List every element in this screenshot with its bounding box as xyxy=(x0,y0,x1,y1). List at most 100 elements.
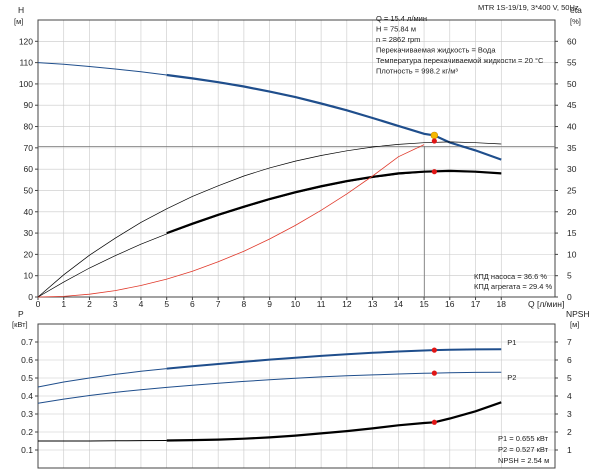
y-tick-label: 30 xyxy=(24,228,34,238)
y-axis-unit: [м] xyxy=(14,17,23,26)
series-label-p2: P2 xyxy=(507,373,516,382)
y-tick-label: 60 xyxy=(24,164,34,174)
x-tick-label: 7 xyxy=(216,299,221,309)
duty-info-line: H = 75.84 м xyxy=(376,25,416,34)
x-tick-label: 12 xyxy=(342,299,352,309)
x-tick-label: 14 xyxy=(394,299,404,309)
y-tick-label: 0.6 xyxy=(21,355,33,365)
x-axis-label: Q [л/мин] xyxy=(528,299,564,309)
upper-plot-frame xyxy=(37,19,556,298)
duty-info-line: n = 2862 rpm xyxy=(376,35,420,44)
x-tick-label: 8 xyxy=(242,299,247,309)
eta_aggr-curve xyxy=(166,169,502,235)
y-tick-label: 10 xyxy=(24,271,34,281)
duty-point-marker xyxy=(430,131,439,140)
y-tick-label: 0.5 xyxy=(21,373,33,383)
duty-info-line: Плотность = 998.2 кг/м³ xyxy=(376,67,458,76)
p1-curve-thin xyxy=(37,368,167,388)
y2-tick-label: 6 xyxy=(567,355,572,365)
npsh-axis-unit: [м] xyxy=(570,320,579,329)
lower-duty-value: P1 = 0.655 кВт xyxy=(498,434,549,443)
y2-tick-label: 7 xyxy=(567,337,572,347)
duty-info-line: Температура перекачиваемой жидкости = 20… xyxy=(376,56,544,65)
y2-tick-label: 50 xyxy=(567,79,577,89)
eta-pump-marker xyxy=(431,138,437,144)
x-tick-label: 2 xyxy=(87,299,92,309)
lower-duty-value: NPSH = 2.54 м xyxy=(498,456,549,465)
eta_unit-curve xyxy=(37,141,502,298)
y2-axis-unit: [%] xyxy=(570,17,581,26)
x-tick-label: 17 xyxy=(471,299,481,309)
y-tick-label: 40 xyxy=(24,207,34,217)
head-curve-thin xyxy=(37,62,167,76)
lower-plot-frame xyxy=(37,323,556,469)
npsh-curve-thin xyxy=(38,440,167,442)
lower-duty-value: P2 = 0.527 кВт xyxy=(498,445,549,454)
y-tick-label: 90 xyxy=(24,100,34,110)
efficiency-label: КПД агрегата = 29.4 % xyxy=(474,282,552,291)
y-tick-label: 0.1 xyxy=(21,445,33,455)
y2-tick-label: 20 xyxy=(567,207,577,217)
p-axis-unit: [кВт] xyxy=(12,320,28,329)
x-tick-label: 16 xyxy=(445,299,455,309)
p-axis-label: P xyxy=(18,309,24,319)
y-axis-label: H xyxy=(18,5,24,15)
series-label-p1: P1 xyxy=(507,338,516,347)
y2-tick-label: 5 xyxy=(567,373,572,383)
x-tick-label: 13 xyxy=(368,299,378,309)
y2-tick-label: 10 xyxy=(567,249,577,259)
system-curve xyxy=(37,144,425,298)
npsh-curve xyxy=(166,401,502,442)
x-tick-label: 1 xyxy=(61,299,66,309)
y2-tick-label: 5 xyxy=(567,271,572,281)
y2-tick-label: 60 xyxy=(567,36,577,46)
y2-tick-label: 0 xyxy=(567,292,572,302)
y2-tick-label: 25 xyxy=(567,185,577,195)
y2-tick-label: 30 xyxy=(567,164,577,174)
y-tick-label: 0.2 xyxy=(21,427,33,437)
x-tick-label: 0 xyxy=(36,299,41,309)
x-tick-label: 11 xyxy=(317,299,326,309)
y-tick-label: 80 xyxy=(24,122,34,132)
y2-tick-label: 4 xyxy=(567,391,572,401)
y-tick-label: 70 xyxy=(24,143,34,153)
y2-tick-label: 40 xyxy=(567,122,577,132)
duty-info-line: Перекачиваемая жидкость = Вода xyxy=(376,46,496,55)
duty-info-line: Q = 15.4 л/мин xyxy=(376,14,427,23)
x-tick-label: 3 xyxy=(113,299,118,309)
x-tick-label: 18 xyxy=(497,299,507,309)
x-tick-label: 6 xyxy=(190,299,195,309)
y2-tick-label: 45 xyxy=(567,100,577,110)
y-tick-label: 0.7 xyxy=(21,337,33,347)
x-tick-label: 9 xyxy=(267,299,272,309)
p1-curve xyxy=(166,348,502,370)
y2-tick-label: 15 xyxy=(567,228,577,238)
y-tick-label: 110 xyxy=(19,58,33,68)
y2-tick-label: 1 xyxy=(567,445,572,455)
y-tick-label: 0.3 xyxy=(21,409,33,419)
duty-marker-p1 xyxy=(431,347,437,353)
duty-marker-p2 xyxy=(431,370,437,376)
eta-aggr-marker xyxy=(431,169,437,175)
y-tick-label: 0 xyxy=(28,292,33,302)
head-curve xyxy=(166,73,502,161)
y-tick-label: 20 xyxy=(24,249,34,259)
y2-tick-label: 3 xyxy=(567,409,572,419)
x-tick-label: 15 xyxy=(419,299,429,309)
x-tick-label: 5 xyxy=(164,299,169,309)
y-tick-label: 50 xyxy=(24,185,34,195)
npsh-axis-label: NPSH xyxy=(566,309,590,319)
x-tick-label: 10 xyxy=(291,299,301,309)
efficiency-label: КПД насоса = 36.6 % xyxy=(474,272,547,281)
y-tick-label: 100 xyxy=(19,79,33,89)
y-tick-label: 0.4 xyxy=(21,391,33,401)
chart-title: MTR 1S-19/19, 3*400 V, 50Hz xyxy=(478,3,579,12)
y2-tick-label: 55 xyxy=(567,58,577,68)
y2-tick-label: 2 xyxy=(567,427,572,437)
duty-marker-npsh xyxy=(431,419,437,425)
y2-axis-label: eta xyxy=(570,5,582,15)
y-tick-label: 120 xyxy=(19,36,33,46)
y2-tick-label: 35 xyxy=(567,143,577,153)
